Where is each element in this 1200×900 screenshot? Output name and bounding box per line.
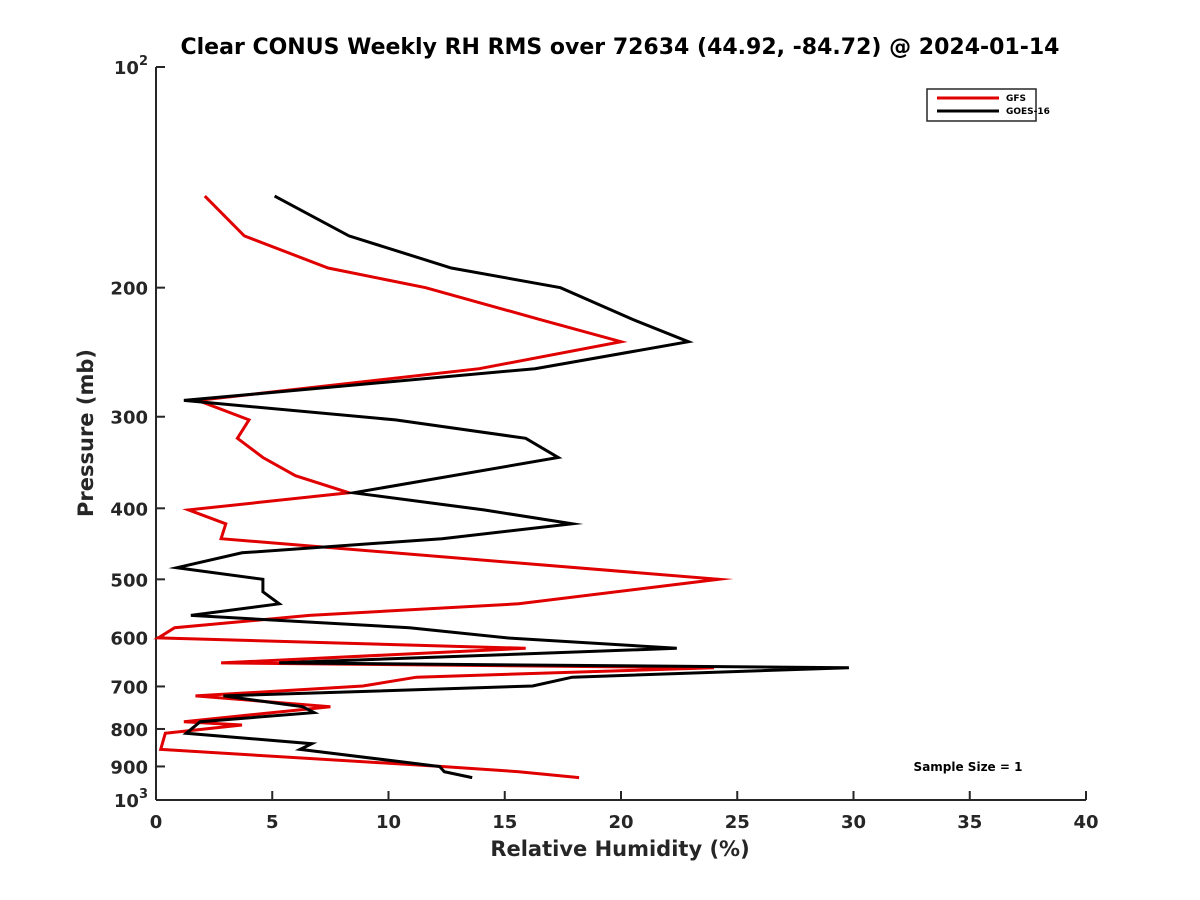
x-tick-label: 0 [150,812,163,833]
series-line-goes-16 [168,194,849,780]
y-tick-label: 103 [114,787,148,812]
y-tick-label: 300 [110,408,148,429]
x-tick-label: 30 [841,812,866,833]
x-tick-label: 10 [376,812,401,833]
legend-box [926,88,1037,122]
y-tick-label: 600 [110,628,148,649]
x-axis-label: Relative Humidity (%) [490,837,749,861]
legend-label: GOES-16 [1006,107,1050,117]
y-tick-label: 800 [110,720,148,741]
x-tick-label: 35 [957,812,982,833]
y-axis-label: Pressure (mb) [74,349,98,517]
x-tick-label: 5 [266,812,279,833]
x-tick-label: 25 [725,812,750,833]
y-tick-label: 200 [110,279,148,300]
y-tick-label: 700 [110,677,148,698]
x-tick-label: 15 [492,812,517,833]
legend-label: GFS [1006,94,1026,104]
x-tick-label: 40 [1073,812,1098,833]
y-tick-label: 900 [110,757,148,778]
y-tick-label: 500 [110,570,148,591]
chart-title: Clear CONUS Weekly RH RMS over 72634 (44… [181,35,1060,60]
plot-area: 0 5 10 15 20 25 30 35 40 102 200 300 400 500 600 700 800… [110,54,1098,833]
y-tick-label: 102 [114,54,148,79]
sample-size-annotation: Sample Size = 1 [914,760,1023,774]
x-tick-label: 20 [608,812,633,833]
y-tick-label: 400 [110,499,148,520]
